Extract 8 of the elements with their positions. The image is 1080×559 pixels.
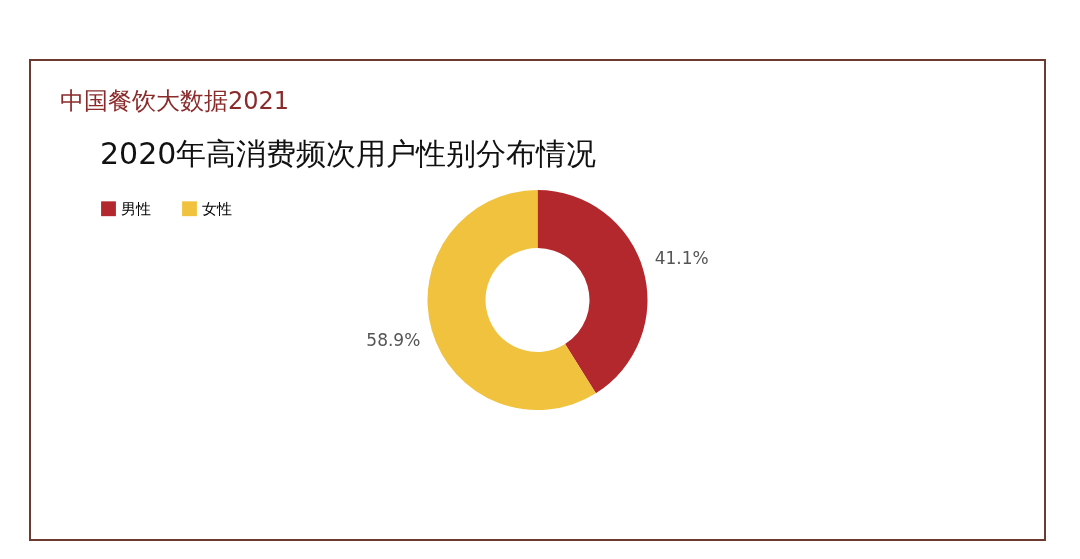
- data-label: 41.1%: [654, 247, 709, 268]
- chart-subtitle: 2020年高消费频次用户性别分布情况: [100, 136, 597, 171]
- legend-label: 男性: [121, 199, 151, 218]
- chart-title: 中国餐饮大数据2021: [60, 87, 290, 115]
- donut-slice: [427, 190, 596, 410]
- donut-slice: [537, 190, 648, 394]
- legend-label: 女性: [202, 199, 232, 218]
- data-label: 58.9%: [366, 330, 421, 351]
